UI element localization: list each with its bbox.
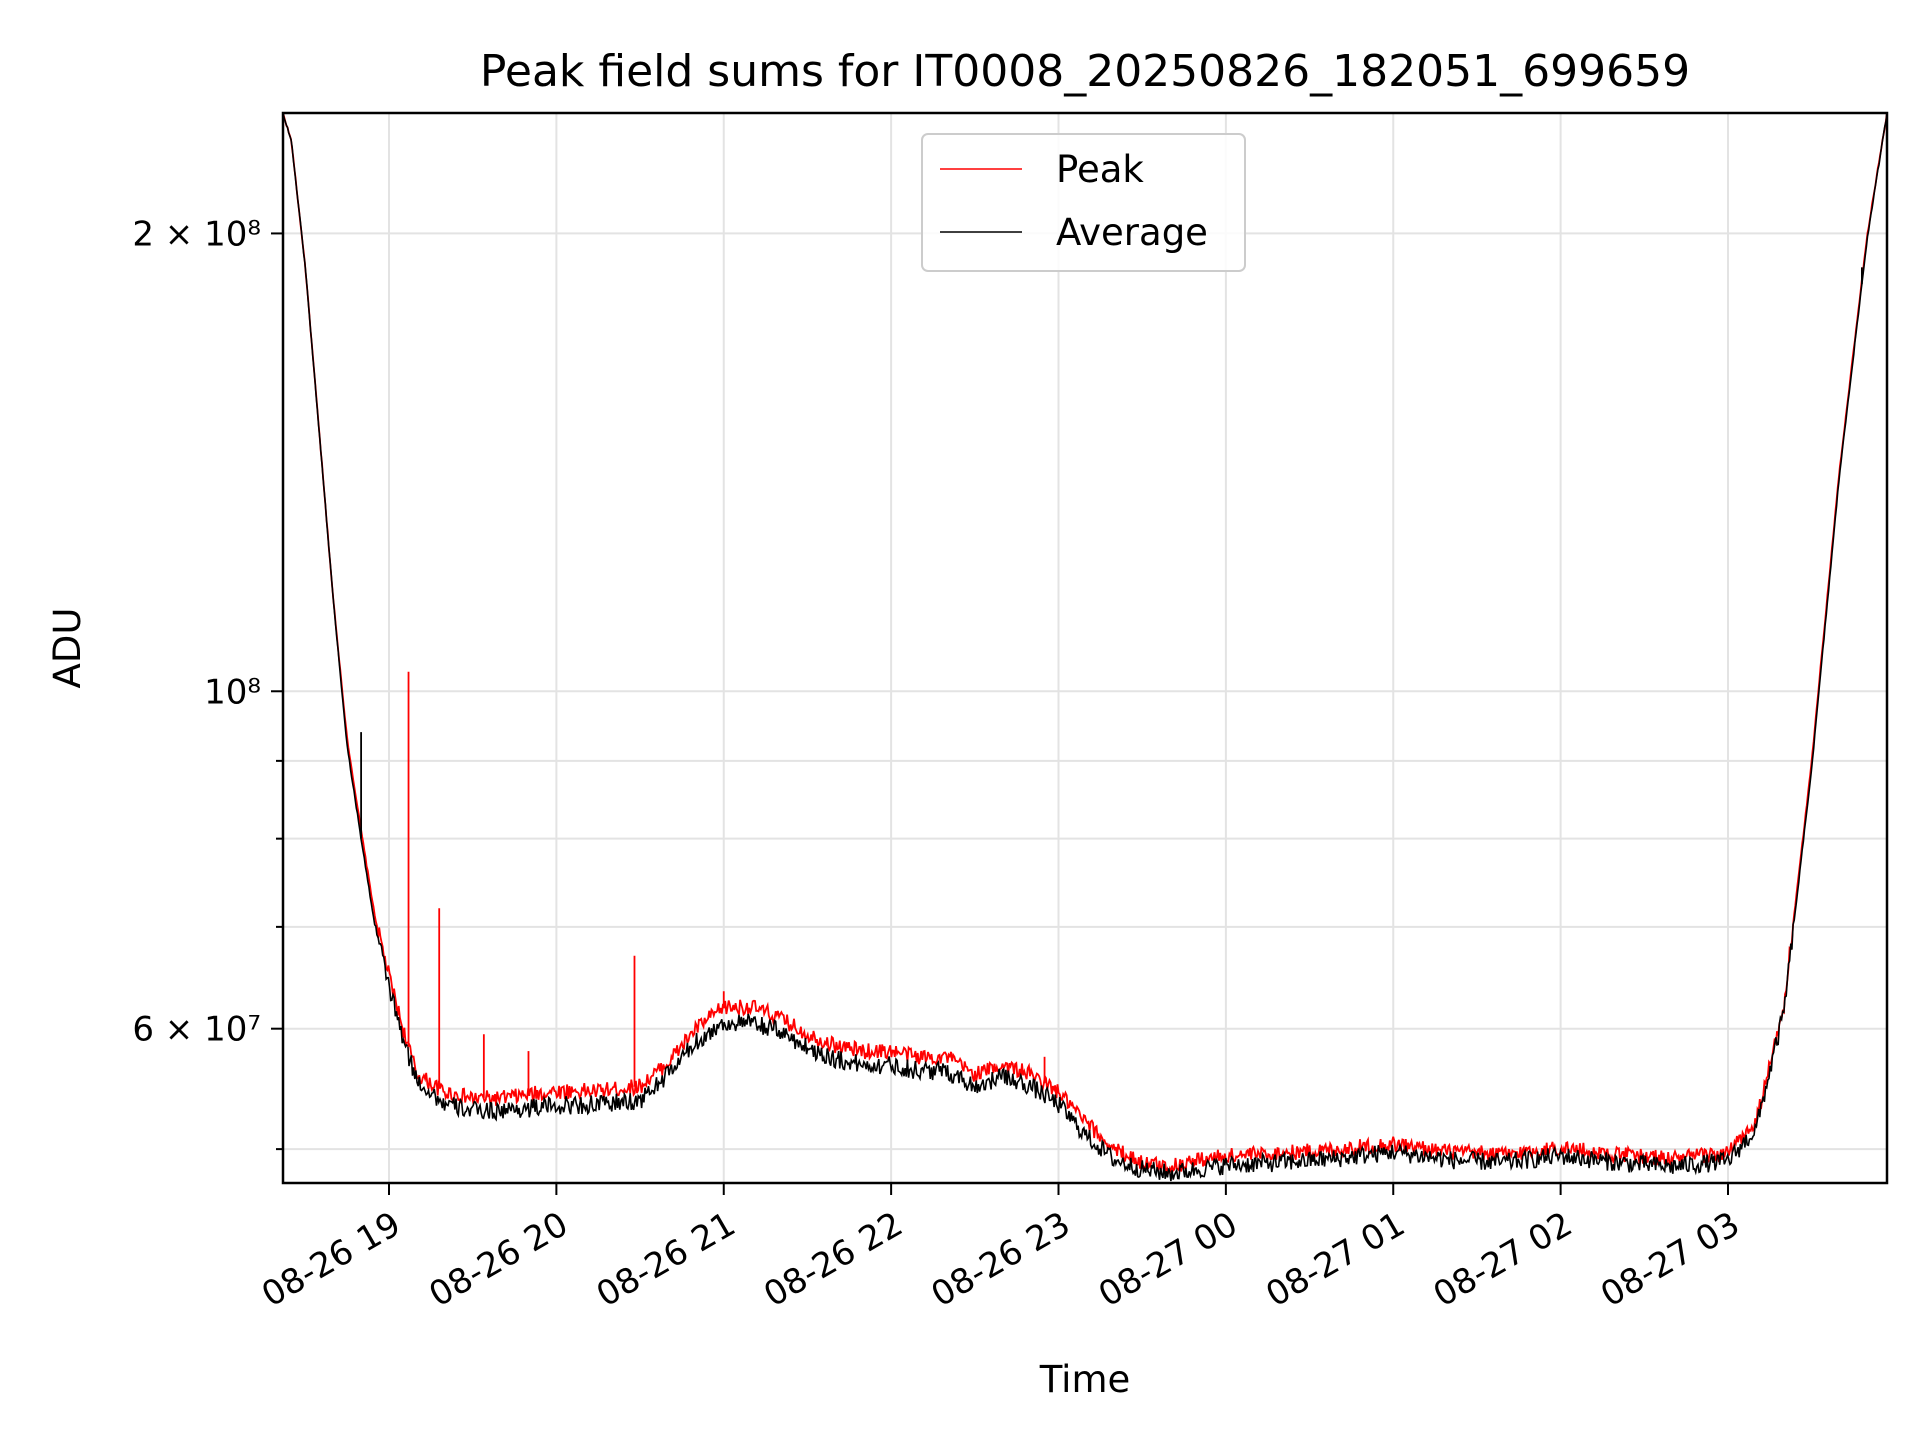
grid bbox=[283, 113, 1887, 1183]
y-axis: 2 × 10⁸ 10⁸ 6 × 10⁷ bbox=[132, 214, 283, 1151]
legend-peak-label: Peak bbox=[1056, 148, 1144, 191]
series-layer bbox=[283, 113, 1887, 1182]
series-line-average bbox=[283, 113, 1887, 1182]
y-tick-label: 6 × 10⁷ bbox=[132, 1010, 261, 1050]
y-tick-label: 10⁸ bbox=[204, 672, 261, 712]
chart-title: Peak field sums for IT0008_20250826_1820… bbox=[480, 46, 1690, 97]
legend-average-label: Average bbox=[1056, 211, 1208, 254]
series-line-peak bbox=[283, 113, 1887, 1175]
y-axis-label: ADU bbox=[46, 608, 89, 689]
legend: Peak Average bbox=[921, 133, 1246, 272]
x-axis-label: Time bbox=[1039, 1358, 1131, 1401]
plot-frame bbox=[281, 111, 1889, 1185]
y-tick-label: 2 × 10⁸ bbox=[132, 214, 261, 254]
